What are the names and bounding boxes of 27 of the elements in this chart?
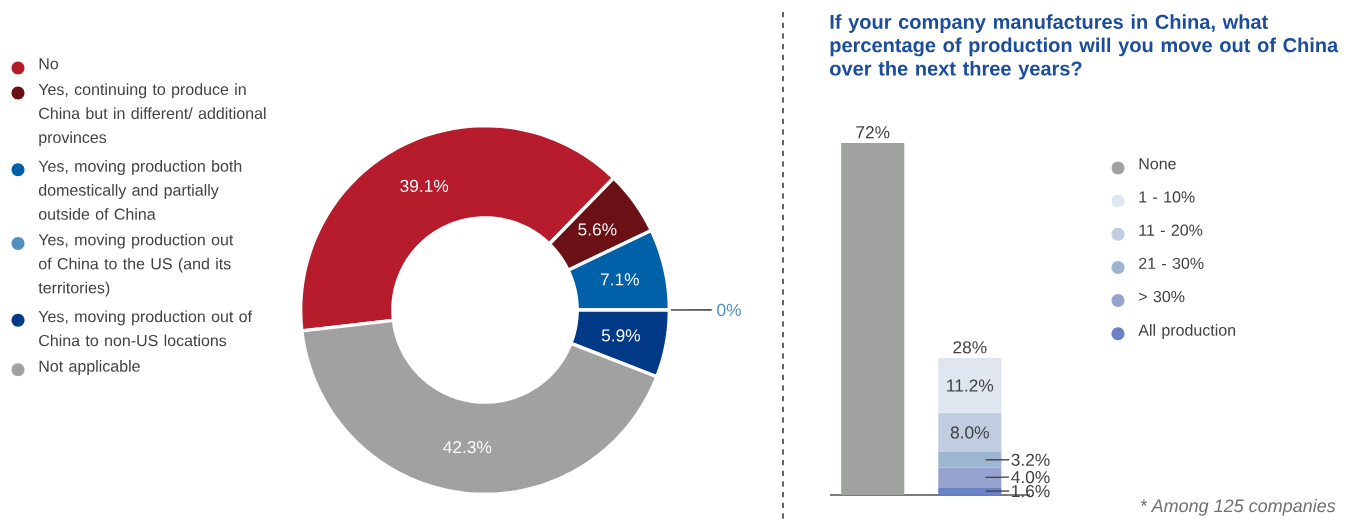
data-label: 8.0% bbox=[950, 426, 989, 439]
legend-label: 1 - 10% bbox=[1139, 191, 1195, 203]
text: * Among 125 companies bbox=[1140, 498, 1336, 516]
data-label: 7.1% bbox=[600, 273, 639, 286]
legend-label: Yes, moving production out of China to non-US locations bbox=[38, 310, 253, 347]
legend-label: No bbox=[39, 58, 59, 70]
legend-label: > 30% bbox=[1139, 290, 1185, 303]
legend-label: Yes, moving production both domestically and partially outside of China bbox=[38, 160, 242, 220]
data-label: 5.9% bbox=[601, 329, 641, 342]
data-label: 72% bbox=[856, 126, 890, 139]
legend-label: Yes, continuing to produce in China but in different/ additional provinces bbox=[38, 83, 266, 147]
data-label: 42.3% bbox=[443, 440, 492, 454]
legend-label: All production bbox=[1138, 324, 1236, 339]
data-label: 4.0% bbox=[1011, 470, 1050, 484]
data-label: 39.1% bbox=[400, 179, 449, 193]
data-label: 11.2% bbox=[947, 379, 994, 392]
text: If your company manufactures in China, what percentage of production will you move out of China over the next three years? bbox=[830, 14, 1339, 80]
data-label: 5.6% bbox=[578, 223, 617, 236]
legend-label: Yes, moving production out of China to the US (and its territories) bbox=[38, 233, 234, 297]
data-label: 1.6% bbox=[1012, 484, 1050, 498]
legend-label: 11 - 20% bbox=[1139, 224, 1203, 236]
data-label: 3.2% bbox=[1011, 453, 1050, 466]
text: 0% bbox=[717, 303, 741, 317]
legend-label: None bbox=[1139, 158, 1176, 170]
total-label: 28% bbox=[953, 341, 987, 354]
legend-label: 21 - 30% bbox=[1139, 257, 1204, 269]
legend-label: Not applicable bbox=[39, 360, 140, 375]
